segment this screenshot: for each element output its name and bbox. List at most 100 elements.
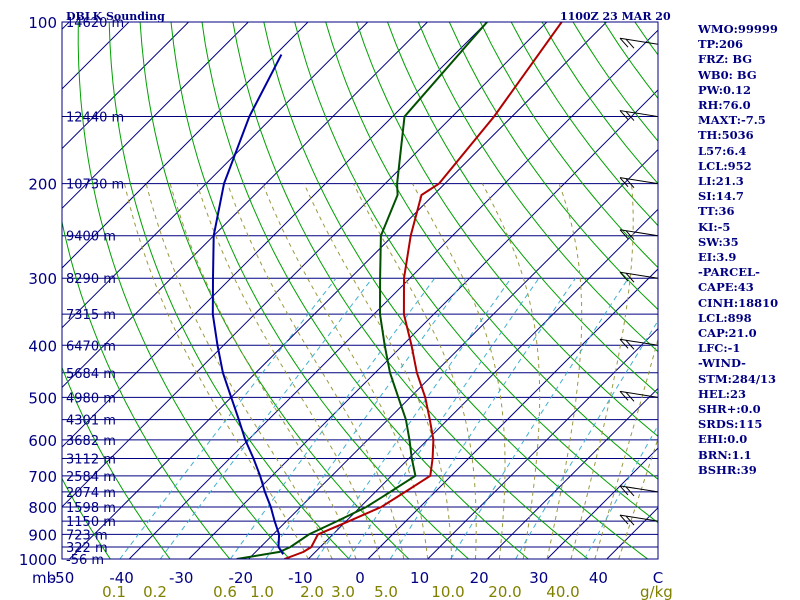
dry-adiabat: [356, 22, 658, 437]
isotherm-line: [367, 268, 658, 559]
index-item: WMO:99999: [698, 22, 778, 36]
dry-adiabat: [62, 219, 231, 559]
mixing-ratio-line: [159, 277, 373, 559]
index-item: -WIND-: [698, 356, 746, 371]
temperature-tick-label: C: [653, 569, 663, 587]
mixing-ratio-tick-label: 0.1: [102, 583, 126, 600]
index-item: LCL:898: [698, 310, 752, 325]
isotherm-line: [62, 22, 309, 269]
pressure-tick-label: 200: [28, 176, 57, 194]
moist-adiabat: [124, 183, 309, 559]
pressure-tick-label: 700: [28, 468, 57, 486]
pressure-tick-label: 100: [28, 14, 57, 32]
isotherm-line: [62, 22, 548, 508]
index-item: EI:3.9: [698, 250, 737, 265]
temperature-tick-label: -10: [288, 569, 313, 587]
sounding-profiles: [211, 22, 563, 559]
height-label: 4301 m: [66, 414, 116, 429]
wind-barb: [619, 110, 659, 121]
mixing-ratio-tick-label: 20.0: [488, 583, 521, 600]
dry-adiabat: [62, 477, 111, 559]
moist-adiabat: [481, 183, 541, 559]
mixing-ratio-line: [229, 277, 436, 559]
height-label: 3682 m: [66, 434, 116, 449]
moist-adiabat: [262, 183, 429, 559]
index-item: HEL:23: [698, 386, 746, 401]
dry-adiabat: [170, 22, 469, 559]
isotherm-line: [248, 148, 658, 559]
isotherm-line: [546, 447, 658, 559]
dewpoint-profile: [236, 22, 488, 559]
wind-barbs: [619, 37, 659, 526]
mixing-ratio-line: [515, 319, 658, 559]
isotherm-line: [188, 89, 658, 559]
mixing-ratio-tick-label: 3.0: [331, 583, 355, 600]
dry-adiabat: [201, 22, 529, 559]
mixing-ratio-unit: g/kg: [640, 583, 673, 600]
index-item: LI:21.3: [698, 174, 744, 189]
height-label: 12440 m: [66, 111, 124, 126]
valid-time: 1100Z 23 MAR 20: [560, 10, 671, 23]
index-item: TP:206: [698, 37, 744, 52]
height-label: 3112 m: [66, 453, 116, 468]
mixing-ratio-tick-label: 0.6: [213, 583, 237, 600]
temperature-tick-label: 10: [410, 569, 429, 587]
index-item: CINH:18810: [698, 295, 779, 310]
height-label: 8290 m: [66, 272, 116, 287]
height-label: 1150 m: [66, 515, 116, 530]
height-label: 6470 m: [66, 339, 116, 354]
isotherm-line: [307, 208, 658, 559]
dry-adiabat: [139, 22, 410, 559]
pressure-tick-label: 600: [28, 432, 57, 450]
isotherm-line: [62, 22, 189, 150]
dry-adiabat: [448, 22, 658, 311]
isotherm-line: [62, 22, 249, 210]
index-item: L57:6.4: [698, 143, 747, 158]
isotherm-line: [487, 387, 658, 559]
index-item: LFC:-1: [698, 341, 741, 356]
index-item: CAPE:43: [698, 280, 754, 295]
index-item: WB0: BG: [698, 67, 757, 82]
mixing-ratio-tick-label: 40.0: [546, 583, 579, 600]
temperature-tick-label: 30: [529, 569, 548, 587]
height-label: 2074 m: [66, 486, 116, 501]
temperature-tick-label: 40: [589, 569, 608, 587]
height-label: 4980 m: [66, 391, 116, 406]
isotherm-line: [62, 22, 369, 329]
index-item: RH:76.0: [698, 98, 751, 113]
moist-adiabat: [227, 183, 405, 559]
pressure-tick-label: 300: [28, 270, 57, 288]
temperature-tick-label: 20: [470, 569, 489, 587]
temperature-tick-label: -20: [229, 569, 254, 587]
wind-barb: [619, 37, 659, 49]
pressure-tick-label: 400: [28, 337, 57, 355]
dry-adiabat: [325, 22, 658, 480]
index-item: TH:5036: [698, 128, 754, 143]
stability-indices: WMO:99999 TP:206 FRZ: BG WB0: BG PW:0.12 RH:7…: [698, 22, 778, 478]
temperature-tick-label: 0: [355, 569, 365, 587]
mixing-ratio-line: [119, 277, 337, 559]
index-item: BRN:1.1: [698, 447, 752, 462]
mixing-ratio-tick-label: 1.0: [250, 583, 274, 600]
dry-adiabat: [387, 22, 658, 395]
mixing-ratio-line: [450, 277, 629, 559]
height-label: 14620 m: [66, 16, 124, 31]
isotherm-line: [0, 22, 10, 559]
moist-adiabat: [570, 183, 634, 559]
temperature-profile: [284, 22, 563, 559]
dry-adiabat: [232, 22, 589, 559]
dry-adiabat: [62, 366, 171, 559]
plot-frame: [61, 21, 659, 560]
wind-barb: [619, 229, 659, 241]
index-item: LCL:952: [698, 158, 752, 173]
pressure-tick-label: 800: [28, 499, 57, 517]
pressure-tick-label: 500: [28, 389, 57, 407]
index-item: -PARCEL-: [698, 265, 760, 280]
height-label: 10730 m: [66, 178, 124, 193]
isotherm-line: [427, 327, 658, 559]
temperature-tick-label: -30: [169, 569, 194, 587]
mixing-ratio-line: [389, 277, 576, 559]
moist-adiabat: [594, 337, 658, 559]
